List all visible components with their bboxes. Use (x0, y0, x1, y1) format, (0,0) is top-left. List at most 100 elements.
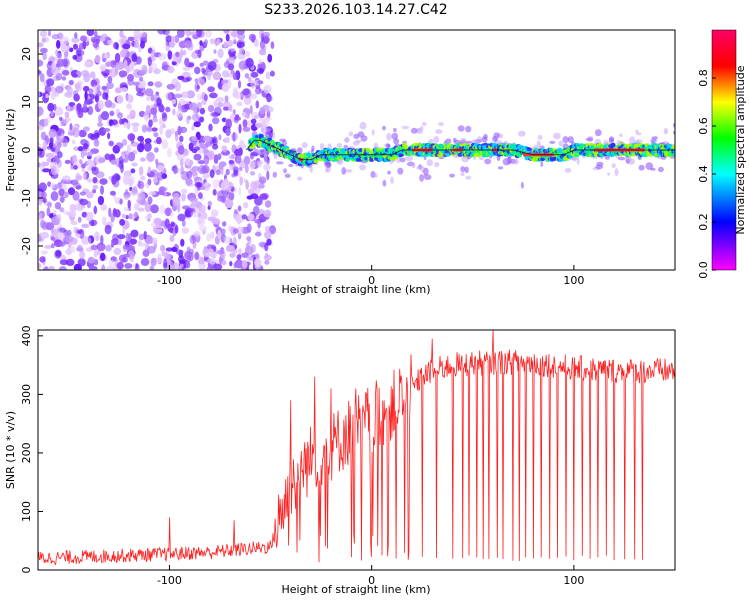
spread-blob (483, 133, 488, 140)
noise-blob (101, 85, 108, 91)
noise-blob (139, 139, 145, 149)
noise-blob (77, 80, 84, 85)
noise-blob (139, 242, 147, 247)
noise-blob (239, 176, 243, 186)
spread-blob (497, 166, 504, 170)
noise-blob (244, 73, 250, 79)
noise-blob (165, 44, 170, 52)
noise-blob (73, 165, 78, 170)
noise-blob (56, 58, 66, 67)
noise-blob (45, 152, 55, 158)
noise-blob (133, 39, 139, 49)
spread-blob (457, 125, 465, 132)
noise-blob (157, 165, 165, 172)
noise-blob (102, 57, 107, 63)
noise-blob (74, 203, 82, 212)
noise-blob (127, 133, 136, 141)
noise-blob (54, 106, 64, 117)
noise-blob (135, 33, 143, 38)
noise-blob (59, 116, 63, 121)
noise-blob (82, 85, 90, 92)
noise-blob (127, 73, 134, 82)
noise-blob (165, 35, 172, 43)
noise-blob (194, 82, 200, 92)
noise-blob (250, 80, 256, 89)
noise-blob (255, 122, 263, 128)
noise-blob (180, 238, 185, 247)
noise-blob (82, 40, 87, 50)
noise-blob (165, 92, 173, 101)
noise-blob (46, 78, 55, 87)
noise-blob (113, 247, 122, 256)
noise-blob (87, 151, 93, 156)
noise-blob (266, 170, 270, 181)
spread-blob (360, 135, 368, 142)
noise-blob (151, 127, 158, 132)
noise-blob (93, 249, 99, 258)
spread-blob (477, 136, 482, 141)
noise-blob (269, 70, 275, 77)
noise-blob (206, 233, 212, 242)
noise-blob (204, 252, 212, 258)
noise-blob (254, 258, 262, 268)
spread-blob (386, 132, 392, 141)
spread-blob (564, 168, 572, 173)
noise-blob (156, 136, 162, 145)
noise-blob (122, 226, 126, 235)
noise-blob (215, 97, 225, 103)
noise-blob (167, 147, 172, 158)
heatmap-x-tick-label: 0 (368, 274, 375, 287)
noise-blob (249, 171, 256, 176)
noise-blob (236, 254, 242, 260)
noise-blob (194, 78, 199, 83)
spread-blob (355, 139, 362, 143)
noise-blob (41, 162, 50, 167)
noise-blob (266, 106, 274, 113)
noise-blob (217, 229, 222, 240)
noise-blob (232, 131, 236, 142)
noise-blob (248, 76, 252, 83)
noise-blob (59, 196, 65, 203)
ridge-blob (672, 144, 675, 149)
noise-blob (250, 118, 257, 125)
noise-blob (217, 101, 224, 108)
snr-plot: -100 0 100 0 100 200 300 400 Height of straight… (4, 325, 676, 596)
noise-blob (72, 190, 80, 201)
noise-blob (174, 81, 181, 92)
noise-blob (124, 263, 133, 269)
noise-blob (131, 122, 140, 127)
noise-blob (130, 229, 139, 238)
noise-blob (53, 103, 57, 111)
noise-blob (263, 84, 272, 94)
noise-blob (114, 209, 121, 218)
ridge-blob (526, 147, 532, 152)
noise-blob (77, 244, 83, 251)
noise-blob (87, 106, 94, 115)
noise-blob (161, 251, 168, 257)
noise-blob (83, 102, 87, 112)
spread-blob (271, 130, 276, 139)
heatmap-y-tick-label: -20 (20, 237, 33, 255)
spread-blob (657, 166, 664, 173)
noise-blob (71, 37, 80, 43)
noise-blob (107, 75, 113, 84)
noise-blob (38, 212, 43, 219)
spread-blob (651, 136, 659, 140)
noise-blob (105, 61, 111, 67)
noise-blob (242, 126, 251, 132)
noise-blob (179, 135, 184, 142)
noise-blob (88, 88, 94, 95)
snr-y-tick-label: 300 (20, 384, 33, 405)
noise-blob (174, 35, 180, 43)
noise-blob (245, 242, 250, 250)
noise-blob (86, 178, 93, 183)
noise-blob (174, 224, 179, 234)
noise-blob (184, 209, 191, 218)
noise-blob (54, 91, 59, 97)
spread-blob (585, 137, 594, 142)
noise-blob (184, 157, 190, 165)
noise-blob (250, 181, 258, 191)
noise-blob (140, 31, 147, 38)
noise-blob (51, 61, 57, 69)
spread-blob (611, 163, 616, 169)
